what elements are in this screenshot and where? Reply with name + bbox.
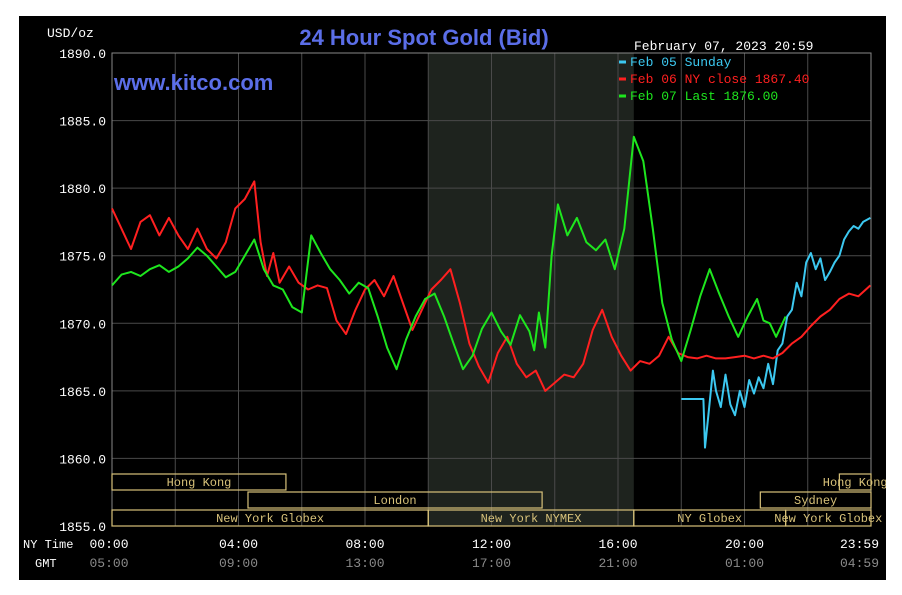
x-tick-ny: 08:00 — [345, 537, 384, 552]
series-line — [111, 180, 872, 392]
x-tick-gmt: 17:00 — [472, 556, 511, 571]
legend-entry: Feb 06 NY close 1867.40 — [630, 72, 809, 87]
x-tick-ny: 00:00 — [89, 537, 128, 552]
x-row-label-ny: NY Time — [23, 538, 73, 552]
legend-entry: Feb 07 Last 1876.00 — [630, 89, 778, 104]
y-tick-label: 1855.0 — [59, 520, 106, 535]
session-label: NY Globex — [677, 512, 742, 526]
x-tick-ny: 04:00 — [219, 537, 258, 552]
session-label: Sydney — [794, 494, 837, 508]
x-tick-ny: 16:00 — [598, 537, 637, 552]
session-box — [785, 509, 872, 527]
y-tick-label: 1865.0 — [59, 385, 106, 400]
session-box — [247, 491, 543, 509]
x-tick-gmt: 04:59 — [840, 556, 879, 571]
website-label: www.kitco.com — [113, 70, 273, 95]
series-line — [111, 135, 787, 371]
x-tick-ny: 20:00 — [725, 537, 764, 552]
session-label: Hong Kong — [823, 476, 886, 490]
nymex-shade — [428, 53, 634, 526]
session-label: New York NYMEX — [481, 512, 582, 526]
gold-price-chart: Hong Kong Hong Kong London Sydney New York G… — [19, 16, 886, 580]
x-tick-gmt: 09:00 — [219, 556, 258, 571]
chart-panel: Hong Kong Hong Kong London Sydney New York G… — [19, 16, 886, 580]
x-tick-ny: 23:59 — [840, 537, 879, 552]
session-box — [838, 473, 872, 491]
y-axis-label: USD/oz — [47, 26, 94, 41]
series-line — [681, 217, 871, 449]
y-tick-label: 1860.0 — [59, 452, 106, 467]
chart-title: 24 Hour Spot Gold (Bid) — [299, 25, 548, 50]
session-box — [759, 491, 872, 509]
session-box — [111, 473, 287, 491]
legend-entry: Feb 05 Sunday — [630, 55, 732, 70]
x-row-label-gmt: GMT — [35, 557, 57, 571]
y-tick-label: 1885.0 — [59, 115, 106, 130]
session-label: New York Globex — [216, 512, 324, 526]
x-tick-gmt: 21:00 — [598, 556, 637, 571]
x-tick-gmt: 13:00 — [345, 556, 384, 571]
y-tick-label: 1875.0 — [59, 250, 106, 265]
y-tick-label: 1870.0 — [59, 317, 106, 332]
legend: Feb 05 Sunday Feb 06 NY close 1867.40 Feb … — [619, 55, 809, 104]
x-tick-gmt: 01:00 — [725, 556, 764, 571]
session-label: New York Globex — [774, 512, 882, 526]
x-tick-ny: 12:00 — [472, 537, 511, 552]
session-label: London — [373, 494, 416, 508]
x-tick-gmt: 05:00 — [89, 556, 128, 571]
y-tick-label: 1890.0 — [59, 47, 106, 62]
y-tick-label: 1880.0 — [59, 182, 106, 197]
session-label: Hong Kong — [167, 476, 232, 490]
timestamp: February 07, 2023 20:59 — [634, 39, 813, 54]
